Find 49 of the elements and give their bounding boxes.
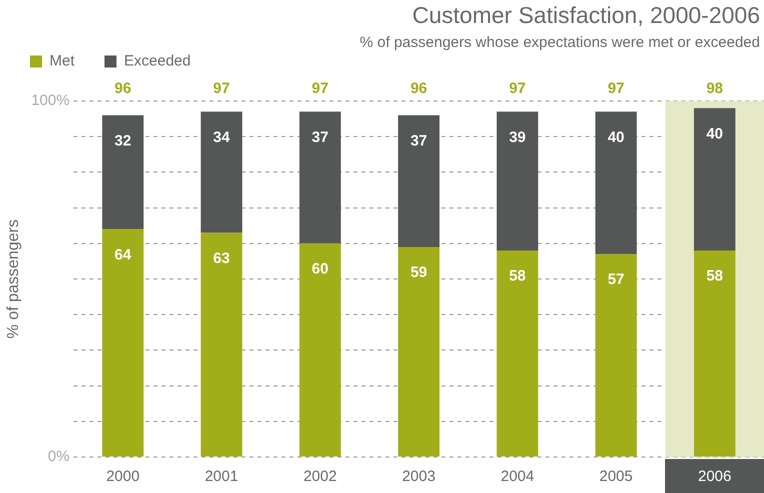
data-label: 40 (706, 125, 724, 142)
bar (299, 243, 341, 456)
total-label: 97 (213, 80, 230, 98)
data-label: 59 (410, 264, 428, 282)
x-tick-label: 2003 (402, 468, 436, 486)
x-tick-label: 2004 (500, 468, 534, 486)
bar (694, 250, 736, 456)
x-tick-label: 2001 (204, 468, 238, 486)
total-label: 96 (114, 80, 132, 98)
y-tick-label: 100% (31, 92, 70, 110)
bar (102, 229, 144, 456)
bar (496, 112, 538, 251)
data-label: 34 (213, 128, 231, 146)
bar (694, 108, 736, 251)
bar (200, 112, 242, 233)
data-label: 64 (114, 246, 132, 264)
x-tick-label: 2005 (599, 468, 633, 486)
bar (200, 232, 242, 456)
data-label: 58 (509, 268, 526, 285)
data-label: 39 (509, 128, 526, 146)
total-label: 98 (706, 80, 724, 98)
chart-title: Customer Satisfaction, 2000-2006 (412, 2, 760, 29)
bar (299, 112, 341, 244)
x-tick-label: 2002 (303, 468, 337, 486)
chart-subtitle: % of passengers whose expectations were met or exceeded (360, 34, 760, 51)
bar (398, 115, 440, 247)
total-label: 97 (312, 80, 328, 98)
total-label: 97 (509, 80, 526, 98)
data-label: 37 (410, 132, 428, 150)
bar (496, 250, 538, 456)
legend-label: Exceeded (124, 52, 191, 70)
y-tick-label: 0% (48, 448, 70, 466)
data-label: 63 (213, 250, 230, 267)
total-label: 97 (608, 80, 624, 98)
y-axis-title: % of passengers (5, 219, 22, 339)
data-label: 40 (608, 128, 624, 146)
total-label: 96 (410, 80, 428, 98)
bar (595, 112, 637, 254)
bar (102, 115, 144, 230)
data-label: 60 (312, 260, 328, 278)
legend-label: Met (50, 52, 76, 70)
data-label: 57 (608, 271, 624, 288)
data-label: 32 (114, 132, 132, 150)
bar (398, 246, 440, 456)
x-tick-label: 2006 (698, 468, 732, 486)
bar (595, 254, 637, 456)
x-tick-label: 2000 (106, 468, 140, 486)
data-label: 58 (706, 268, 724, 285)
data-label: 37 (312, 128, 328, 146)
